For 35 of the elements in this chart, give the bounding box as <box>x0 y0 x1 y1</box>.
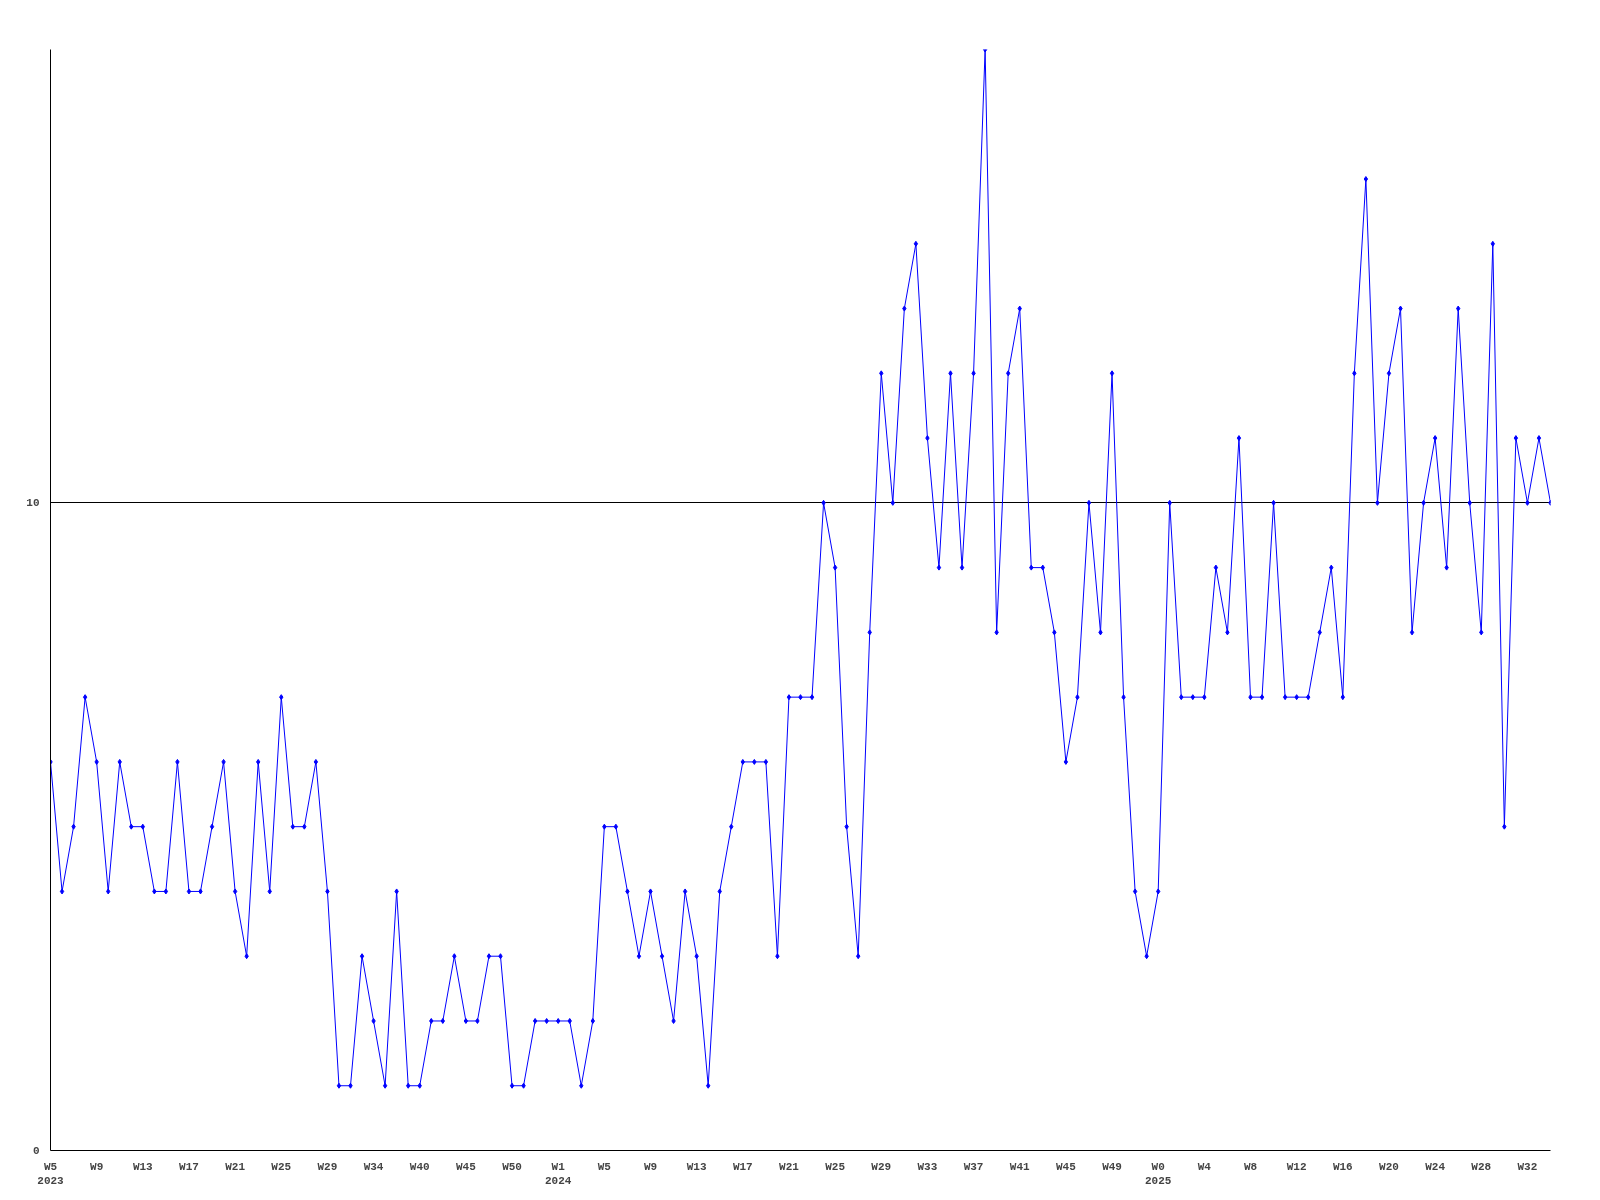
x-tick-label: W32 <box>1517 1160 1538 1173</box>
y-tick-label: 10 <box>26 497 40 510</box>
x-tick-label: W20 <box>1379 1160 1399 1173</box>
x-tick-label: W29 <box>317 1160 338 1173</box>
x-tick-label: W17 <box>732 1160 753 1173</box>
x-tick-label: W29 <box>871 1160 892 1173</box>
x-tick-label: W21 <box>779 1160 800 1173</box>
x-tick-label: W4 <box>1197 1160 1212 1173</box>
x-tick-label: W9 <box>90 1160 104 1173</box>
y-tick-label: 0 <box>32 1145 40 1157</box>
x-tick-label: W17 <box>179 1160 199 1173</box>
x-tick-label: W21 <box>225 1160 246 1173</box>
x-tick-label: W45 <box>455 1160 477 1173</box>
x-tick-label: W49 <box>1102 1160 1122 1173</box>
x-tick-label: W34 <box>363 1160 384 1173</box>
x-tick-label: W24 <box>1425 1160 1446 1173</box>
x-tick-label: W33 <box>917 1160 938 1173</box>
x-tick-label: W25 <box>825 1160 846 1173</box>
x-tick-label: W16 <box>1332 1160 1353 1173</box>
x-tick-label: W50 <box>502 1160 522 1173</box>
x-tick-label: W9 <box>643 1160 658 1173</box>
x-tick-label: W0 2025 <box>1144 1160 1172 1187</box>
x-tick-label: W40 <box>409 1160 430 1173</box>
x-tick-label: W5 <box>597 1160 612 1173</box>
x-tick-label: W37 <box>963 1160 984 1173</box>
x-tick-label: W41 <box>1009 1160 1031 1173</box>
x-tick-label: W8 <box>1243 1160 1258 1173</box>
x-tick-label: W1 2024 <box>544 1160 572 1187</box>
x-tick-label: W13 <box>132 1160 154 1173</box>
x-tick-label: W28 <box>1471 1160 1492 1173</box>
x-tick-label: W12 <box>1286 1160 1307 1173</box>
x-tick-label: W25 <box>271 1160 292 1173</box>
x-tick-label: W13 <box>686 1160 707 1173</box>
x-tick-label: W45 <box>1055 1160 1077 1173</box>
x-tick-label: W5 2023 <box>37 1160 65 1187</box>
